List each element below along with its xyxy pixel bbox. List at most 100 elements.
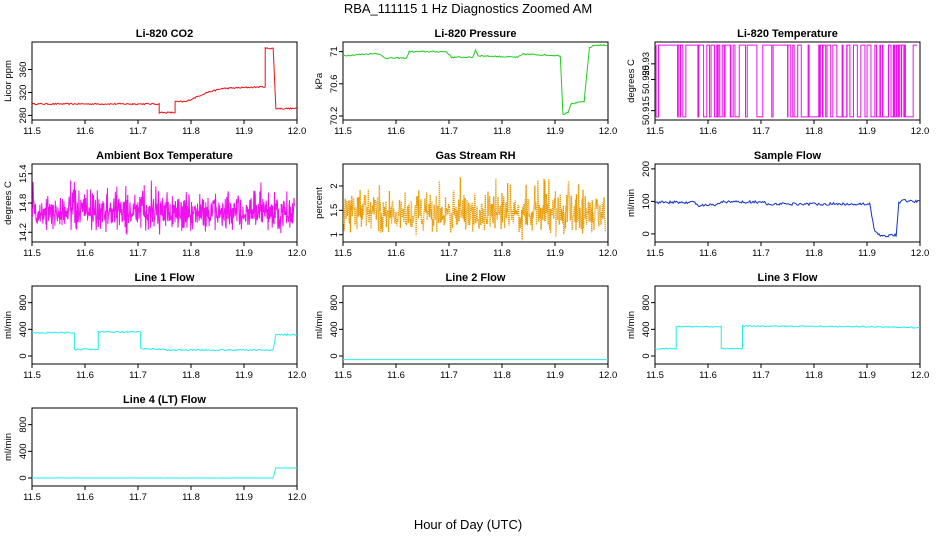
- chart-panel-4: Ambient Box Temperature 11.5 11.6 11.7 11.8 1…: [3, 150, 306, 259]
- y-tick-label: 2: [329, 183, 340, 188]
- y-tick-label: 50.925: [641, 65, 652, 94]
- x-tick-label: 12.0: [599, 126, 618, 137]
- y-tick-label: 71: [329, 46, 340, 57]
- y-tick-label: 100: [641, 193, 652, 209]
- y-tick-label: 0: [641, 353, 652, 358]
- x-tick-label: 11.9: [546, 370, 564, 381]
- x-tick-label: 12.0: [599, 370, 618, 381]
- x-tick-label: 12.0: [288, 370, 307, 381]
- y-axis-label: ml/min: [626, 311, 637, 339]
- x-tick-label: 11.6: [699, 370, 717, 381]
- x-tick-label: 11.5: [646, 370, 664, 381]
- y-tick-label: 400: [329, 321, 340, 337]
- x-tick-label: 11.8: [182, 126, 200, 137]
- chart-panel-10: Line 4 (LT) Flow 11.5 11.6 11.7 11.8 11.9 12.0…: [3, 394, 306, 503]
- x-tick-label: 12.0: [911, 248, 930, 259]
- x-tick-label: 11.6: [387, 370, 405, 381]
- plot-frame: [31, 285, 298, 365]
- x-tick-label: 11.9: [235, 492, 253, 503]
- x-tick-label: 11.5: [334, 370, 352, 381]
- series-line: [32, 180, 295, 235]
- x-tick-label: 11.6: [76, 126, 94, 137]
- x-tick-label: 11.6: [699, 248, 717, 259]
- x-tick-label: 11.7: [752, 248, 770, 259]
- chart-title: Li-820 CO2: [136, 28, 193, 40]
- x-tick-label: 11.7: [129, 126, 147, 137]
- x-tick-label: 11.9: [858, 126, 876, 137]
- plot-frame: [654, 41, 921, 121]
- x-tick-label: 11.5: [646, 248, 664, 259]
- y-tick-label: 70.2: [329, 107, 340, 126]
- y-axis-label: kPa: [314, 72, 325, 89]
- x-tick-label: 11.6: [76, 248, 94, 259]
- y-tick-label: 0: [329, 353, 340, 358]
- x-tick-label: 11.5: [334, 126, 352, 137]
- x-tick-label: 12.0: [911, 126, 930, 137]
- y-tick-label: 0: [18, 353, 29, 358]
- x-tick-label: 11.9: [235, 370, 253, 381]
- x-tick-label: 11.7: [129, 492, 147, 503]
- chart-title: Li-820 Temperature: [737, 28, 838, 40]
- y-axis-label: ml/min: [626, 189, 637, 217]
- chart-title: Ambient Box Temperature: [96, 150, 233, 162]
- y-tick-label: 14.8: [18, 194, 29, 213]
- y-tick-label: 14.2: [18, 223, 29, 242]
- y-tick-label: 0: [18, 475, 29, 480]
- x-tick-label: 11.8: [493, 126, 511, 137]
- x-tick-label: 11.8: [805, 370, 823, 381]
- x-tick-label: 11.8: [493, 370, 511, 381]
- x-tick-label: 11.6: [387, 248, 405, 259]
- chart-panel-9: Line 3 Flow 11.5 11.6 11.7 11.8 11.9 12.0 0 400 8…: [626, 272, 929, 381]
- x-tick-label: 11.9: [235, 248, 253, 259]
- x-tick-label: 11.5: [23, 248, 41, 259]
- chart-panel-2: Li-820 Pressure 11.5 11.6 11.7 11.8 11.9 12.0 7…: [314, 28, 617, 137]
- y-tick-label: 50.915: [641, 96, 652, 125]
- y-tick-label: 400: [18, 443, 29, 459]
- y-axis-label: ml/min: [3, 433, 14, 461]
- y-tick-label: 15.4: [18, 165, 29, 184]
- plot-frame: [31, 163, 298, 243]
- x-tick-label: 11.5: [334, 248, 352, 259]
- plot-frame: [342, 163, 609, 243]
- x-tick-label: 12.0: [288, 248, 307, 259]
- x-tick-label: 11.5: [646, 126, 664, 137]
- x-tick-label: 11.6: [76, 492, 94, 503]
- y-axis-label: ml/min: [314, 311, 325, 339]
- chart-title: Line 2 Flow: [446, 272, 506, 284]
- x-tick-label: 11.6: [699, 126, 717, 137]
- plot-frame: [654, 285, 921, 365]
- y-tick-label: 200: [641, 161, 652, 177]
- plot-frame: [31, 407, 298, 487]
- x-tick-label: 11.9: [858, 370, 876, 381]
- x-axis-label: Hour of Day (UTC): [413, 517, 523, 532]
- x-tick-label: 11.6: [387, 126, 405, 137]
- series-line: [343, 177, 606, 241]
- y-tick-label: 320: [18, 85, 29, 101]
- series-line: [655, 44, 918, 118]
- series-line: [343, 43, 608, 115]
- y-axis-label: ml/min: [3, 311, 14, 339]
- y-tick-label: 400: [18, 321, 29, 337]
- plot-frame: [342, 41, 609, 121]
- x-tick-label: 11.7: [440, 126, 458, 137]
- y-tick-label: 1.5: [329, 204, 340, 217]
- y-tick-label: 70.6: [329, 75, 340, 94]
- x-tick-label: 11.9: [546, 248, 564, 259]
- chart-panel-8: Line 2 Flow 11.5 11.6 11.7 11.8 11.9 12.0 0 400 8…: [314, 272, 617, 381]
- y-tick-label: 800: [18, 295, 29, 311]
- y-tick-label: 280: [18, 107, 29, 123]
- x-tick-label: 12.0: [288, 126, 307, 137]
- chart-title: Line 1 Flow: [135, 272, 195, 284]
- y-axis-label: percent: [314, 187, 325, 219]
- series-line: [32, 467, 297, 479]
- x-tick-label: 11.5: [23, 492, 41, 503]
- x-tick-label: 11.7: [129, 248, 147, 259]
- x-tick-label: 11.7: [752, 370, 770, 381]
- y-tick-label: 1: [329, 232, 340, 237]
- y-axis-label: degrees C: [3, 181, 14, 225]
- y-axis-label: degrees C: [626, 59, 637, 103]
- series-line: [655, 324, 920, 350]
- plot-frame: [31, 41, 298, 121]
- x-tick-label: 11.6: [76, 370, 94, 381]
- x-tick-label: 11.8: [493, 248, 511, 259]
